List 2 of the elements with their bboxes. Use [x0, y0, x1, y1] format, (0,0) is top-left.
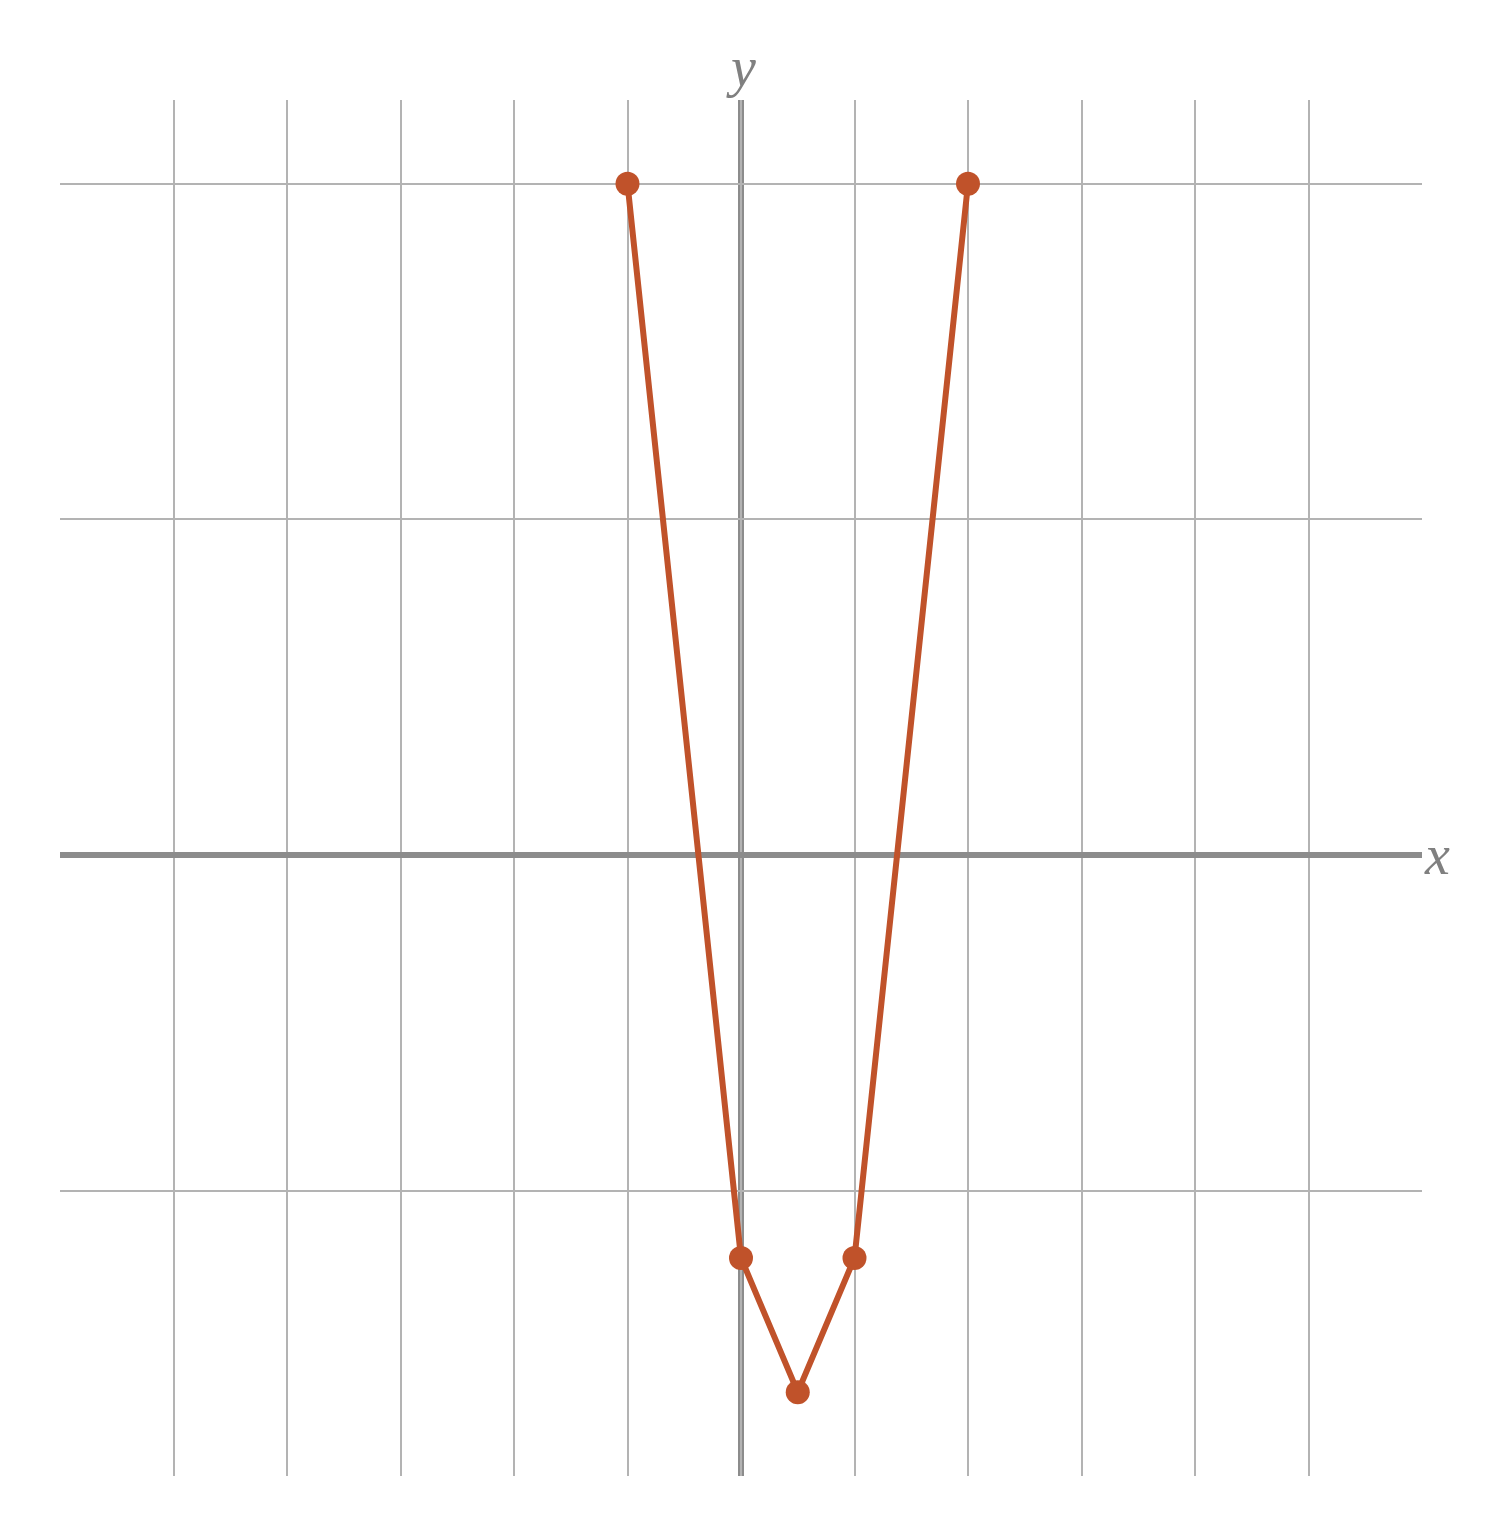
- x-axis-title: x: [1424, 824, 1450, 886]
- y-axis-title: y: [726, 36, 756, 98]
